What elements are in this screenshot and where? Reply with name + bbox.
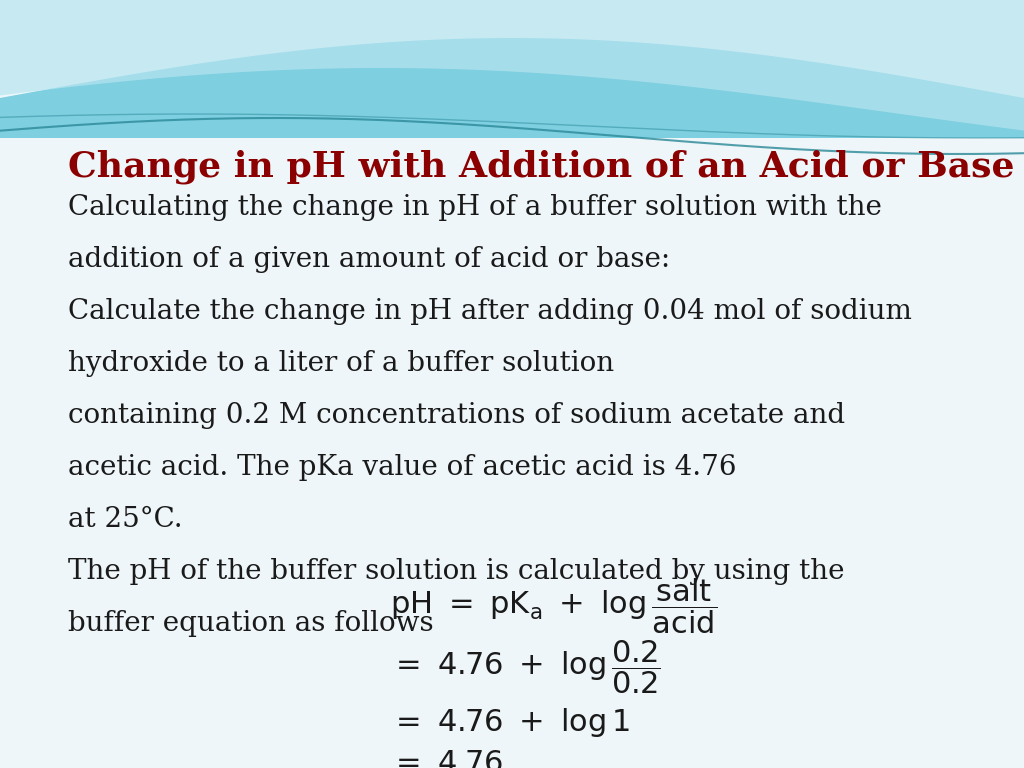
Text: at 25°C.: at 25°C. [68,506,182,533]
Text: acetic acid. The pKa value of acetic acid is 4.76: acetic acid. The pKa value of acetic aci… [68,454,736,481]
Text: buffer equation as follows: buffer equation as follows [68,610,433,637]
Polygon shape [0,0,1024,131]
Text: Calculating the change in pH of a buffer solution with the: Calculating the change in pH of a buffer… [68,194,882,221]
Text: addition of a given amount of acid or base:: addition of a given amount of acid or ba… [68,246,671,273]
Polygon shape [0,0,1024,98]
Text: $=\ 4.76$: $=\ 4.76$ [390,748,503,768]
Text: containing 0.2 M concentrations of sodium acetate and: containing 0.2 M concentrations of sodiu… [68,402,845,429]
Polygon shape [0,138,1024,768]
Text: $=\ 4.76\ +\ \log\dfrac{0.2}{0.2}$: $=\ 4.76\ +\ \log\dfrac{0.2}{0.2}$ [390,638,660,696]
Text: $\mathrm{pH}\ =\ \mathrm{pK_a}\ +\ \log\dfrac{\mathrm{salt}}{\mathrm{acid}}$: $\mathrm{pH}\ =\ \mathrm{pK_a}\ +\ \log\… [390,576,717,636]
Text: Change in pH with Addition of an Acid or Base: Change in pH with Addition of an Acid or… [68,150,1015,184]
Text: Calculate the change in pH after adding 0.04 mol of sodium: Calculate the change in pH after adding … [68,298,912,325]
Text: The pH of the buffer solution is calculated by using the: The pH of the buffer solution is calcula… [68,558,845,585]
Text: $=\ 4.76\ +\ \log 1$: $=\ 4.76\ +\ \log 1$ [390,706,630,739]
Text: hydroxide to a liter of a buffer solution: hydroxide to a liter of a buffer solutio… [68,350,614,377]
Polygon shape [0,0,1024,148]
